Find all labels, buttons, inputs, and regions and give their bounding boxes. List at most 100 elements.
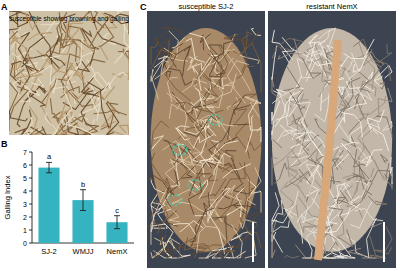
- root: [176, 128, 190, 140]
- photo-bg: [268, 11, 396, 268]
- root: [178, 190, 197, 196]
- y-tick: [29, 178, 32, 179]
- root: [199, 180, 208, 199]
- root: [61, 26, 84, 46]
- root: [272, 46, 277, 80]
- x-tick-label: WMJJ: [73, 247, 94, 256]
- root: [302, 58, 321, 79]
- y-tick-label: 4: [23, 188, 27, 195]
- root: [226, 215, 228, 254]
- root: [119, 125, 129, 135]
- root: [172, 38, 185, 50]
- y-tick: [29, 191, 32, 192]
- caption: susceptible SJ-2: [178, 2, 233, 11]
- root: [202, 141, 238, 165]
- root: [195, 88, 213, 107]
- root: [191, 55, 212, 70]
- bar: [38, 168, 59, 243]
- root: [232, 36, 245, 48]
- root: [337, 125, 352, 153]
- root: [185, 126, 209, 134]
- root: [367, 110, 385, 132]
- root: [183, 116, 217, 137]
- y-tick: [29, 165, 32, 166]
- root: [367, 122, 380, 130]
- root: [336, 143, 350, 167]
- root: [27, 33, 52, 41]
- root: [348, 53, 360, 80]
- root: [226, 251, 246, 258]
- root: [154, 56, 168, 68]
- root: [173, 224, 196, 236]
- root: [208, 188, 230, 221]
- caption: resistant NemX: [306, 2, 357, 11]
- root: [11, 42, 18, 64]
- root: [176, 157, 204, 170]
- root: [298, 190, 320, 223]
- root: [315, 94, 329, 122]
- root: [151, 69, 153, 81]
- root: [42, 126, 52, 135]
- root: [236, 188, 244, 217]
- root: [234, 107, 247, 123]
- root: [353, 128, 373, 167]
- root: [167, 71, 171, 77]
- root: [247, 167, 261, 205]
- root: [50, 98, 63, 127]
- root: [228, 95, 246, 140]
- root: [45, 59, 68, 89]
- root: [227, 61, 249, 88]
- root: [237, 66, 254, 78]
- root: [226, 207, 247, 216]
- root: [171, 156, 190, 171]
- scale-bar: [383, 222, 385, 262]
- root: [23, 37, 45, 71]
- root: [9, 31, 18, 55]
- y-tick: [29, 217, 32, 218]
- root: [306, 50, 322, 62]
- root: [353, 173, 364, 178]
- y-tick-label: 2: [23, 214, 27, 221]
- root: [199, 257, 209, 258]
- y-tick-label: 0: [23, 240, 27, 247]
- root: [31, 78, 43, 85]
- photo-bg: [9, 11, 129, 135]
- root: [151, 177, 155, 185]
- root: [361, 96, 386, 115]
- root: [157, 209, 168, 233]
- root: [323, 253, 344, 258]
- root: [98, 24, 113, 47]
- significance-letter: c: [115, 206, 119, 215]
- root: [210, 115, 237, 126]
- root: [232, 225, 243, 259]
- y-tick-label: 3: [23, 201, 27, 208]
- root: [11, 37, 29, 61]
- root: [188, 61, 198, 70]
- root: [348, 88, 367, 110]
- root: [174, 46, 190, 60]
- significance-letter: b: [81, 180, 85, 189]
- root: [381, 154, 388, 163]
- root: [25, 55, 59, 69]
- root: [329, 208, 344, 222]
- root: [283, 67, 300, 91]
- root: [9, 43, 17, 71]
- root: [66, 116, 94, 135]
- y-tick-label: 1: [23, 227, 27, 234]
- root: [151, 157, 172, 196]
- root: [176, 102, 192, 122]
- panel-label: C: [140, 2, 147, 12]
- y-tick-label: 6: [23, 162, 27, 169]
- root: [168, 205, 180, 222]
- root: [214, 250, 235, 252]
- root: [272, 192, 279, 232]
- root: [123, 52, 129, 80]
- root: [206, 226, 233, 258]
- tap-root: [318, 40, 338, 260]
- root: [330, 184, 345, 216]
- root: [209, 214, 225, 254]
- root: [208, 189, 226, 223]
- root: [227, 97, 239, 109]
- root: [15, 110, 32, 133]
- root: [332, 150, 343, 184]
